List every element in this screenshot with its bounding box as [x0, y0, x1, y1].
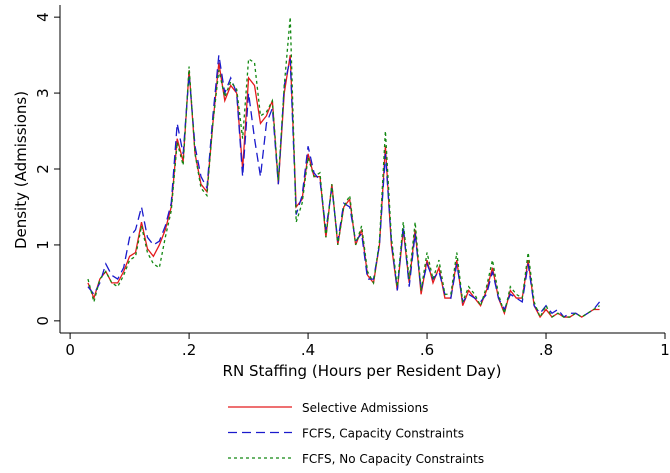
- legend-label: FCFS, No Capacity Constraints: [302, 452, 484, 466]
- legend-label: Selective Admissions: [302, 401, 428, 415]
- legend-label: FCFS, Capacity Constraints: [302, 427, 464, 441]
- x-tick-label: .6: [420, 341, 434, 359]
- x-tick-label: .8: [539, 341, 553, 359]
- y-tick-label: 3: [34, 88, 52, 98]
- line-series: [87, 55, 601, 318]
- y-axis-label: Density (Admissions): [12, 91, 30, 249]
- x-tick-label: .4: [301, 341, 315, 359]
- x-tick-label: 1: [660, 341, 670, 359]
- y-tick-label: 4: [34, 12, 52, 22]
- y-tick-label: 0: [34, 316, 52, 326]
- line-series: [87, 17, 600, 319]
- line-series: [87, 55, 600, 319]
- y-tick-label: 1: [34, 240, 52, 250]
- x-tick-label: .2: [182, 341, 196, 359]
- y-tick-label: 2: [34, 164, 52, 174]
- x-tick-label: 0: [65, 341, 75, 359]
- x-axis-label: RN Staffing (Hours per Resident Day): [223, 362, 502, 380]
